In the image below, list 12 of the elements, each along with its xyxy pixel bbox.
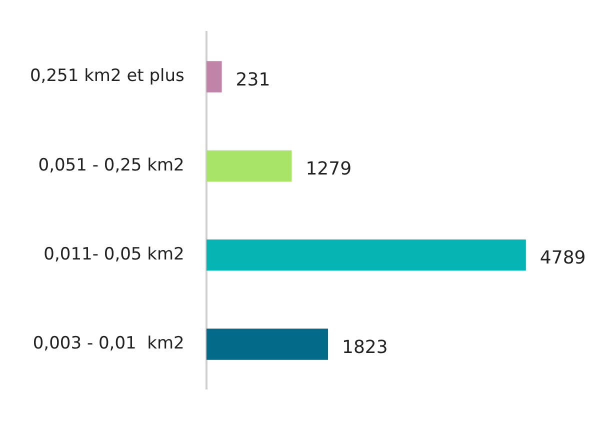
bar — [206, 150, 292, 182]
data-label: 231 — [236, 69, 270, 90]
bar — [206, 328, 328, 360]
y-tick-label: 0,003 - 0,01 km2 — [32, 334, 184, 354]
data-label: 1823 — [342, 336, 388, 358]
y-tick-label: 0,051 - 0,25 km2 — [38, 155, 184, 176]
data-label: 1279 — [306, 158, 352, 180]
data-label: 4789 — [540, 248, 586, 269]
y-tick-label: 0,011- 0,05 km2 — [44, 244, 184, 264]
bar — [206, 239, 526, 271]
y-tick-label: 0,251 km2 et plus — [30, 66, 185, 86]
bar — [206, 61, 222, 92]
